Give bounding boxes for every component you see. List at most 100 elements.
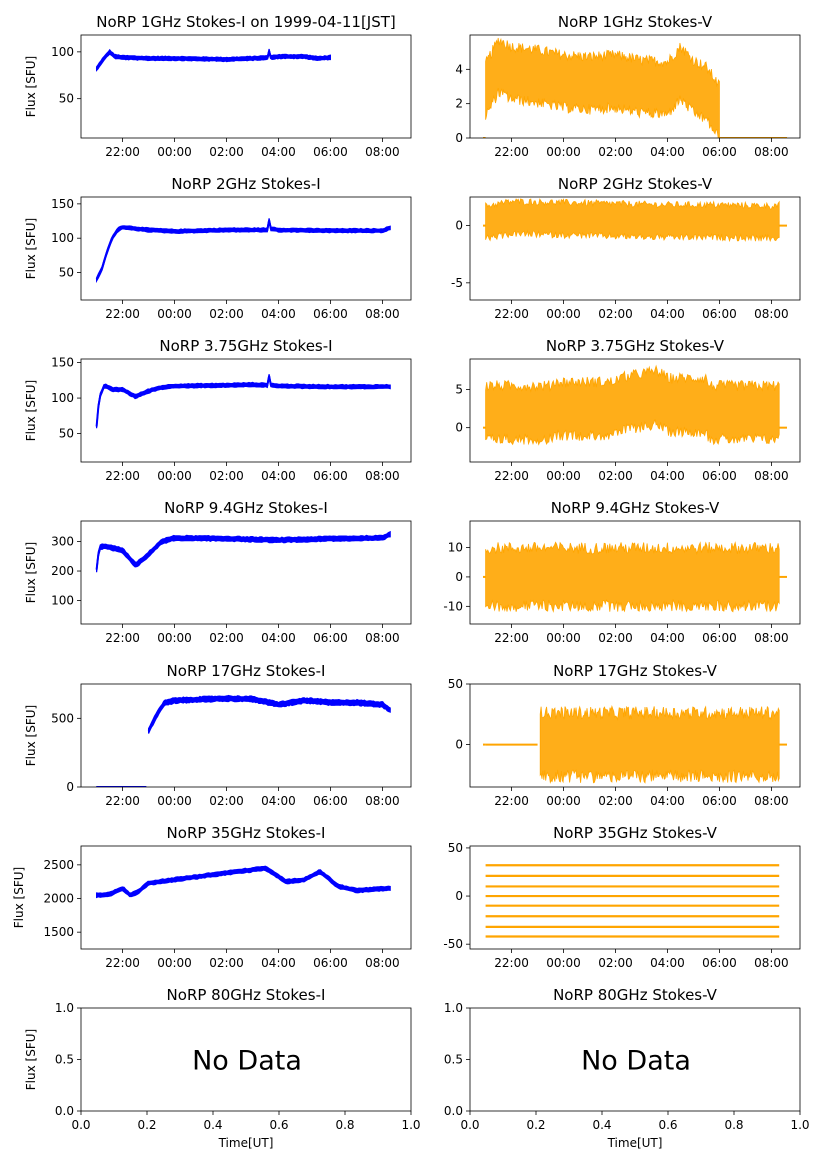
x-tick-label: 22:00 [494, 794, 529, 808]
plot-area [482, 541, 788, 613]
data-series-line [96, 867, 391, 897]
subplot-stokes-v-1: NoRP 2GHz Stokes-V -5 0 22:00 00:00 02:00 04:0… [451, 175, 801, 321]
y-tick-label: 0.0 [444, 1104, 463, 1118]
chart-title: NoRP 2GHz Stokes-I [171, 175, 320, 193]
axes-frame [80, 520, 412, 625]
subplot-stokes-v-5: NoRP 35GHz Stokes-V -50 0 50 22:00 00:00 02:00… [443, 824, 801, 970]
chart-title: NoRP 35GHz Stokes-V [553, 824, 718, 842]
x-tick-label: 00:00 [546, 794, 581, 808]
x-tick-label: 08:00 [754, 469, 789, 483]
x-tick-label: 08:00 [754, 794, 789, 808]
x-tick-label: 06:00 [313, 956, 348, 970]
y-tick-label: 0 [455, 738, 463, 752]
x-tick-label: 08:00 [365, 956, 400, 970]
plot-area [482, 37, 788, 138]
x-tick-label: 06:00 [313, 469, 348, 483]
x-tick-label: 02:00 [209, 956, 244, 970]
y-axis-label: Flux [SFU] [24, 1029, 38, 1090]
x-axis-label: Time[UT] [607, 1136, 663, 1150]
plot-area [482, 198, 788, 243]
data-series [95, 218, 391, 284]
x-tick-label: 0.6 [269, 1118, 288, 1132]
y-tick-label: 5 [455, 383, 463, 397]
y-tick-label: 100 [51, 231, 74, 245]
x-tick-label: 06:00 [313, 307, 348, 321]
x-axis-label: Time[UT] [218, 1136, 274, 1150]
chart-title: NoRP 9.4GHz Stokes-I [164, 499, 328, 517]
x-tick-label: 02:00 [209, 145, 244, 159]
y-tick-label: 10 [448, 540, 463, 554]
y-tick-label: 50 [448, 841, 463, 855]
y-tick-label: 300 [51, 535, 74, 549]
x-tick-label: 22:00 [105, 307, 140, 321]
y-axis-label: Flux [SFU] [24, 56, 38, 117]
subplot-stokes-i-2: NoRP 3.75GHz Stokes-I Flux [SFU] 50 100 150 2… [24, 337, 412, 483]
y-tick-label: 4 [455, 62, 463, 76]
x-tick-label: 02:00 [598, 794, 633, 808]
y-tick-label: 500 [51, 711, 74, 725]
x-tick-label: 04:00 [650, 145, 685, 159]
y-tick-label: 150 [51, 356, 74, 370]
x-tick-label: 0.8 [335, 1118, 354, 1132]
chart-title: NoRP 1GHz Stokes-V [558, 13, 713, 31]
plot-area [95, 865, 391, 899]
y-tick-label: 1.0 [444, 1001, 463, 1015]
y-axis-label: Flux [SFU] [24, 705, 38, 766]
y-tick-label: -5 [451, 276, 463, 290]
x-tick-label: 08:00 [365, 469, 400, 483]
data-series [539, 704, 780, 784]
x-tick-label: 02:00 [598, 631, 633, 645]
data-series [148, 694, 391, 734]
x-tick-label: 00:00 [546, 956, 581, 970]
subplot-stokes-v-4: NoRP 17GHz Stokes-V 0 50 22:00 00:00 02:00 04:… [448, 662, 801, 808]
x-tick-label: 04:00 [261, 145, 296, 159]
x-tick-label: 22:00 [494, 307, 529, 321]
data-series [95, 374, 391, 429]
x-tick-label: 00:00 [157, 145, 192, 159]
x-tick-label: 0.4 [203, 1118, 222, 1132]
x-tick-label: 1.0 [790, 1118, 809, 1132]
x-tick-label: 04:00 [650, 794, 685, 808]
y-tick-label: -10 [443, 599, 463, 613]
axes-frame [469, 34, 801, 139]
x-tick-label: 08:00 [754, 956, 789, 970]
x-tick-label: 06:00 [702, 956, 737, 970]
x-tick-label: 06:00 [702, 145, 737, 159]
no-data-text: No Data [581, 1046, 691, 1077]
x-tick-label: 06:00 [313, 145, 348, 159]
chart-title: NoRP 17GHz Stokes-V [553, 662, 718, 680]
plot-area [95, 48, 331, 72]
y-tick-label: 0 [455, 131, 463, 145]
x-tick-label: 08:00 [365, 307, 400, 321]
y-tick-label: 200 [51, 564, 74, 578]
chart-title: NoRP 1GHz Stokes-I on 1999-04-11[JST] [96, 13, 396, 31]
chart-title: NoRP 17GHz Stokes-I [167, 662, 326, 680]
axes-frame [80, 1007, 412, 1112]
x-tick-label: 04:00 [261, 956, 296, 970]
subplot-stokes-v-0: NoRP 1GHz Stokes-V 0 2 4 22:00 00:00 02:00 04:0… [455, 13, 801, 159]
x-tick-label: 22:00 [105, 956, 140, 970]
plot-area [95, 218, 391, 284]
y-tick-label: 50 [59, 427, 74, 441]
x-tick-label: 08:00 [365, 145, 400, 159]
plot-area [482, 704, 788, 784]
y-axis-label: Flux [SFU] [24, 218, 38, 279]
x-tick-label: 04:00 [650, 956, 685, 970]
y-tick-label: 50 [59, 266, 74, 280]
y-axis-label: Flux [SFU] [12, 867, 26, 928]
x-tick-label: 0.0 [460, 1118, 479, 1132]
data-series-line [95, 50, 331, 70]
x-tick-label: 0.4 [592, 1118, 611, 1132]
chart-title: NoRP 80GHz Stokes-V [553, 986, 718, 1004]
subplot-stokes-i-1: NoRP 2GHz Stokes-I Flux [SFU] 50 100 150 22:0… [24, 175, 412, 321]
y-tick-label: 0 [455, 219, 463, 233]
x-tick-label: 0.6 [658, 1118, 677, 1132]
y-tick-label: 50 [448, 677, 463, 691]
x-tick-label: 00:00 [157, 794, 192, 808]
axes-frame [80, 34, 412, 139]
x-tick-label: 08:00 [365, 631, 400, 645]
y-tick-label: 100 [51, 391, 74, 405]
data-series [485, 198, 780, 243]
x-tick-label: 00:00 [546, 145, 581, 159]
chart-title: NoRP 80GHz Stokes-I [167, 986, 326, 1004]
